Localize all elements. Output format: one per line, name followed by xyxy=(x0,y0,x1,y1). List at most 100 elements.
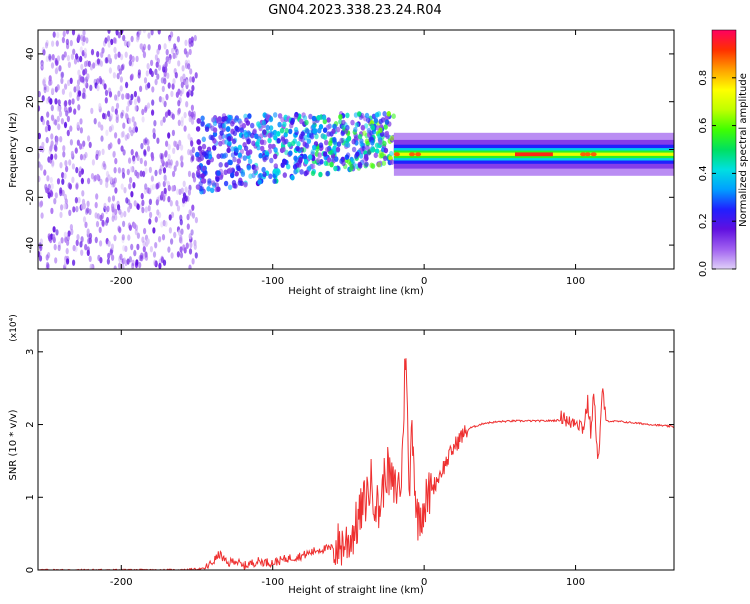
heatmap-cell xyxy=(114,214,118,221)
heatmap-cell xyxy=(328,140,333,147)
heatmap-cell xyxy=(369,162,374,169)
heatmap-cell xyxy=(265,124,270,131)
heatmap-cell xyxy=(138,254,142,262)
heatmap-cell xyxy=(133,249,137,257)
heatmap-cell xyxy=(118,226,122,234)
heatmap-cell xyxy=(293,155,298,162)
heatmap-cell xyxy=(65,30,70,35)
heatmap-cell xyxy=(172,147,176,154)
heatmap-cell xyxy=(94,201,98,209)
heatmap-cell xyxy=(160,153,164,160)
heatmap-cell xyxy=(75,205,79,213)
heatmap-cell xyxy=(386,111,391,117)
heatmap-cell xyxy=(182,180,186,187)
heatmap-cell xyxy=(114,94,118,101)
x-tick-label: -200 xyxy=(110,276,133,287)
heatmap-cell xyxy=(177,107,181,115)
heatmap-cell xyxy=(108,67,112,74)
heatmap-cell xyxy=(117,64,121,72)
heatmap-cell xyxy=(228,159,233,166)
heatmap-cell xyxy=(132,182,136,189)
heatmap-cell xyxy=(148,218,152,225)
heatmap-cell xyxy=(267,137,272,144)
heatmap-cell xyxy=(74,197,78,204)
heatmap-cell xyxy=(86,228,90,235)
heatmap-cell xyxy=(50,183,54,190)
heatmap-cell xyxy=(140,192,144,200)
heatmap-cell xyxy=(258,152,263,159)
heatmap-cell xyxy=(232,130,238,137)
heatmap-cell xyxy=(373,152,378,159)
heatmap-cell xyxy=(204,126,210,132)
heatmap-cell xyxy=(111,105,115,113)
heatmap-cell xyxy=(322,151,328,157)
heatmap-cell xyxy=(162,116,166,123)
heatmap-cell xyxy=(191,155,195,162)
heatmap-cell xyxy=(257,173,262,180)
heatmap-cell xyxy=(105,216,110,224)
heatmap-cell xyxy=(88,208,92,215)
heatmap-cell xyxy=(146,62,150,70)
snr-y-multiplier: (x10⁴) xyxy=(9,314,19,341)
heatmap-cell xyxy=(141,116,145,123)
y-tick-label: 2 xyxy=(25,421,36,427)
heatmap-cell xyxy=(68,183,72,190)
heatmap-cell xyxy=(83,47,87,55)
heatmap-cell xyxy=(161,97,165,104)
heatmap-cell xyxy=(78,166,82,173)
heatmap-cell xyxy=(304,119,309,126)
heatmap-cell xyxy=(141,199,145,206)
heatmap-cell xyxy=(162,259,167,266)
heatmap-cell xyxy=(105,181,109,188)
heatmap-cell xyxy=(64,83,68,90)
heatmap-cell xyxy=(46,111,50,118)
heatmap-cell xyxy=(212,131,218,137)
spectrogram-x-label: Height of straight line (km) xyxy=(288,286,424,297)
heatmap-cell xyxy=(356,111,362,117)
heatmap-cell xyxy=(54,153,58,160)
heatmap-cell xyxy=(120,131,124,138)
heatmap-cell xyxy=(40,62,44,69)
heatmap-cell xyxy=(143,160,148,167)
heatmap-cell xyxy=(122,257,126,264)
heatmap-cell xyxy=(175,160,179,167)
heatmap-cell xyxy=(185,242,189,249)
heatmap-cell xyxy=(224,162,229,168)
heatmap-cell xyxy=(244,117,249,123)
heatmap-cell xyxy=(92,62,96,69)
heatmap-cell xyxy=(340,130,345,137)
heatmap-cell xyxy=(363,123,369,129)
heatmap-cell xyxy=(80,63,84,71)
heatmap-cell xyxy=(52,118,56,125)
heatmap-cell xyxy=(183,125,187,132)
heatmap-cell xyxy=(345,112,350,119)
heatmap-cell xyxy=(60,71,65,79)
heatmap-cell xyxy=(151,99,155,106)
heatmap-cell xyxy=(309,133,315,140)
heatmap-cell xyxy=(134,105,138,112)
heatmap-cell xyxy=(250,122,255,129)
heatmap-cell xyxy=(167,153,171,161)
heatmap-cell xyxy=(236,158,241,164)
heatmap-cell xyxy=(316,115,321,121)
heatmap-cell xyxy=(232,156,237,163)
heatmap-cell xyxy=(102,112,106,120)
heatmap-cell xyxy=(277,121,282,128)
heatmap-cell xyxy=(99,240,103,247)
heatmap-cell xyxy=(215,176,220,182)
heatmap-cell xyxy=(176,188,180,195)
heatmap-cell xyxy=(136,154,140,161)
heatmap-cell xyxy=(350,158,355,165)
heatmap-cell xyxy=(131,259,135,266)
heatmap-cell xyxy=(153,259,157,266)
heatmap-cell xyxy=(39,164,43,171)
heatmap-cell xyxy=(71,176,75,183)
heatmap-cell xyxy=(121,236,125,244)
heatmap-cell xyxy=(96,51,100,58)
heatmap-cell xyxy=(103,202,107,210)
heatmap-cell xyxy=(187,148,191,156)
heatmap-cell xyxy=(125,197,129,204)
heatmap-cell xyxy=(168,36,172,43)
heatmap-cell xyxy=(142,240,146,247)
signal-peak xyxy=(590,152,597,157)
